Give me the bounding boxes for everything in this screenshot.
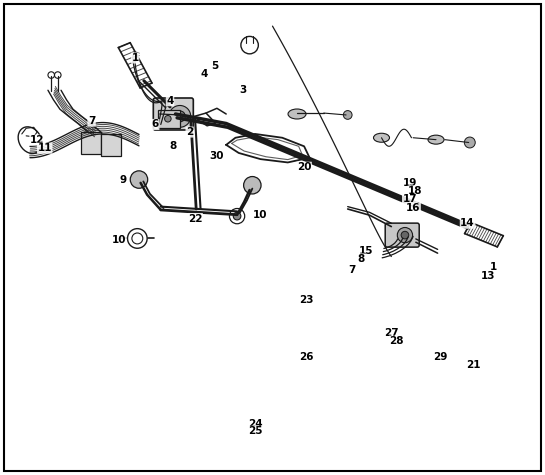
Bar	[101, 134, 121, 156]
Bar	[158, 110, 180, 128]
Text: 1: 1	[131, 53, 139, 63]
Circle shape	[343, 111, 352, 119]
Text: 8: 8	[357, 254, 365, 264]
Text: 24: 24	[248, 418, 262, 429]
Text: 27: 27	[384, 328, 398, 339]
Text: 23: 23	[299, 295, 313, 305]
Text: 7: 7	[88, 116, 95, 126]
Text: 12: 12	[30, 135, 44, 145]
FancyBboxPatch shape	[153, 98, 193, 130]
Text: 2: 2	[186, 127, 193, 137]
Ellipse shape	[288, 109, 306, 119]
Text: 18: 18	[408, 186, 422, 196]
Text: 16: 16	[406, 203, 420, 213]
Circle shape	[401, 231, 409, 239]
Text: 19: 19	[403, 178, 417, 188]
Text: 13: 13	[481, 270, 495, 281]
Text: 25: 25	[248, 426, 262, 437]
Text: 3: 3	[239, 85, 246, 95]
Text: 5: 5	[211, 60, 219, 71]
Circle shape	[464, 137, 475, 148]
Text: 4: 4	[166, 95, 174, 106]
Circle shape	[233, 212, 241, 220]
Text: 15: 15	[359, 246, 373, 256]
Text: 30: 30	[210, 151, 224, 161]
Text: 7: 7	[348, 265, 355, 275]
Text: 14: 14	[461, 218, 475, 228]
Text: 10: 10	[253, 209, 268, 220]
Text: 26: 26	[299, 352, 313, 362]
Text: 6: 6	[152, 119, 159, 130]
Circle shape	[165, 115, 171, 122]
Ellipse shape	[428, 135, 444, 144]
Text: 17: 17	[403, 194, 417, 205]
Text: 8: 8	[169, 141, 177, 152]
Text: 11: 11	[38, 143, 52, 153]
Circle shape	[130, 171, 148, 188]
Text: 22: 22	[188, 213, 202, 224]
Text: 29: 29	[433, 352, 447, 362]
FancyBboxPatch shape	[385, 223, 419, 247]
Text: 28: 28	[390, 336, 404, 346]
Text: 10: 10	[112, 235, 126, 245]
Text: 9: 9	[119, 174, 126, 185]
Ellipse shape	[373, 133, 390, 142]
Text: 20: 20	[297, 162, 311, 172]
Text: 1: 1	[489, 262, 497, 272]
Bar	[81, 132, 101, 154]
Circle shape	[169, 105, 191, 127]
Text: 21: 21	[466, 360, 480, 370]
Circle shape	[244, 177, 261, 194]
Text: 4: 4	[201, 68, 208, 79]
Circle shape	[174, 111, 185, 122]
Circle shape	[397, 228, 413, 243]
